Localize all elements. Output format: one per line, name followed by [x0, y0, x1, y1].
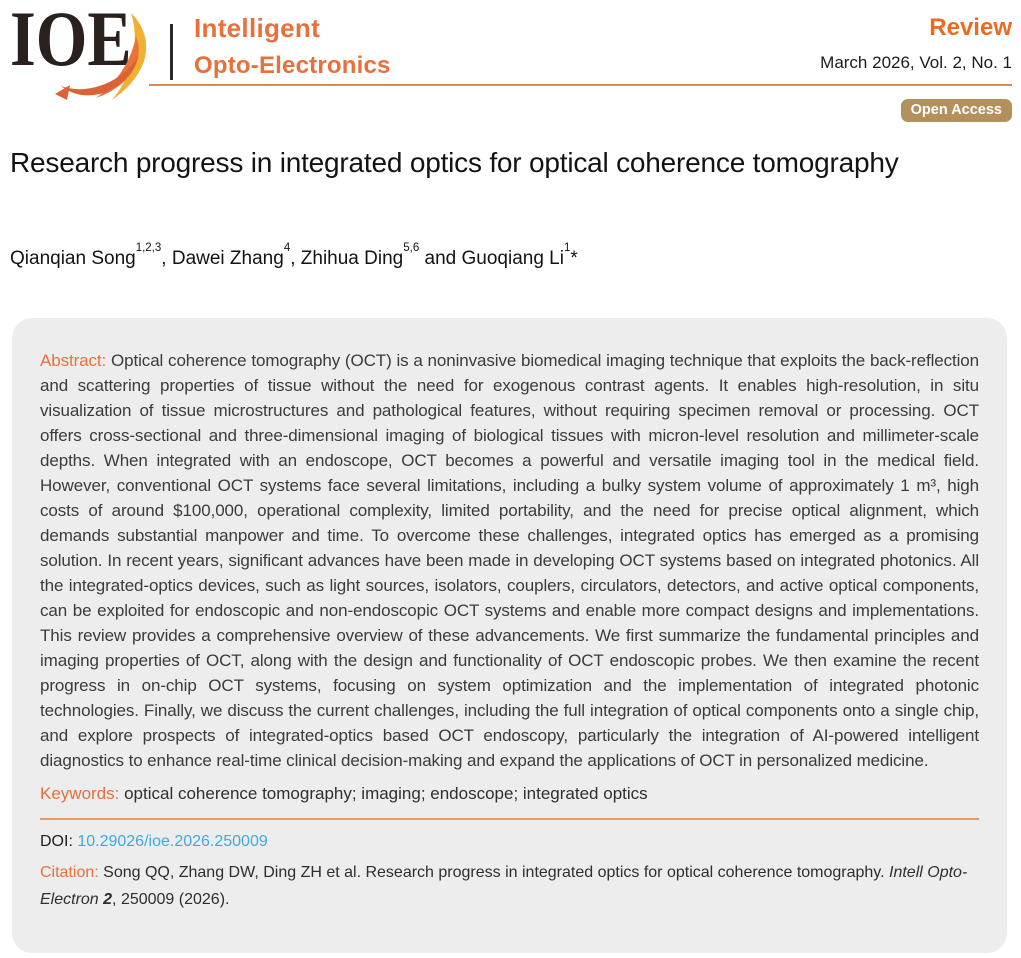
article-title: Research progress in integrated optics f…: [10, 147, 899, 178]
citation-journal: Intell Opto-Electron: [40, 864, 968, 908]
abstract-paragraph: Abstract: Optical coherence tomography (…: [40, 348, 979, 773]
author-name: Qianqian Song: [10, 248, 136, 269]
logo-divider: [170, 24, 173, 80]
author-list: Qianqian Song1,2,3, Dawei Zhang4, Zhihua…: [10, 242, 578, 270]
author-separator: ,: [161, 248, 172, 269]
ioe-logo: IOE: [10, 0, 132, 82]
citation-text: Song QQ, Zhang DW, Ding ZH et al. Resear…: [103, 864, 890, 881]
abstract-panel: Abstract: Optical coherence tomography (…: [12, 318, 1007, 953]
panel-divider: [40, 818, 979, 820]
journal-name-line1: Intelligent: [194, 13, 321, 43]
abstract-text: Optical coherence tomography (OCT) is a …: [40, 351, 980, 770]
open-access-badge[interactable]: Open Access: [900, 99, 1012, 122]
citation-volume: 2: [103, 891, 113, 908]
author-name: Dawei Zhang: [171, 248, 284, 269]
author-affiliation-sup: 5,6: [403, 241, 420, 254]
author-name: Guoqiang Li: [461, 248, 564, 269]
author-affiliation-sup: 1: [563, 241, 571, 254]
journal-name-line2: Opto-Electronics: [194, 52, 391, 79]
issue-info: March 2026, Vol. 2, No. 1: [820, 53, 1012, 72]
keywords-line: Keywords: optical coherence tomography; …: [40, 781, 979, 806]
logo-swoosh-icon: [55, 13, 147, 100]
author-name: Zhihua Ding: [300, 248, 404, 269]
doi-label: DOI:: [40, 833, 78, 850]
journal-name: Intelligent Opto-Electronics: [194, 13, 391, 80]
author-separator: and: [419, 248, 462, 269]
abstract-label: Abstract:: [40, 351, 107, 370]
author-affiliation-sup: 1,2,3: [135, 241, 162, 254]
doi-line: DOI: 10.29026/ioe.2026.250009: [40, 833, 979, 851]
author-separator: ,: [290, 248, 301, 269]
doi-link[interactable]: 10.29026/ioe.2026.250009: [77, 833, 268, 850]
author-affiliation-sup: 4: [283, 241, 291, 254]
corresponding-author-asterisk: *: [570, 248, 578, 269]
citation-label: Citation:: [40, 864, 104, 881]
keywords-text: optical coherence tomography; imaging; e…: [119, 784, 648, 803]
article-type-label: Review: [929, 14, 1012, 41]
header-rule: [149, 84, 1012, 86]
keywords-label: Keywords:: [40, 784, 120, 803]
citation-suffix: , 250009 (2026).: [112, 891, 230, 908]
citation-line: Citation: Song QQ, Zhang DW, Ding ZH et …: [40, 859, 979, 913]
header-right: Review March 2026, Vol. 2, No. 1: [820, 14, 1012, 73]
